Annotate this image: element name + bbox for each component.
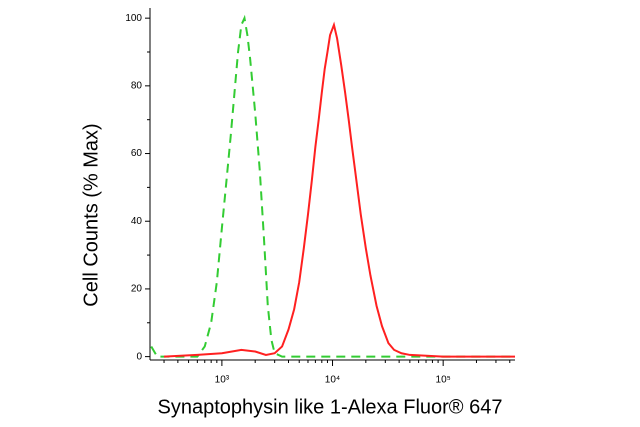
x-tick-label: 10⁵ xyxy=(436,375,451,386)
y-tick-label: 20 xyxy=(131,284,143,295)
series-line xyxy=(163,21,515,358)
y-tick-label: 100 xyxy=(125,13,142,24)
x-tick-label: 10³ xyxy=(215,375,230,386)
y-tick-label: 0 xyxy=(136,351,142,362)
y-tick-label: 80 xyxy=(131,80,143,91)
x-axis-title: Synaptophysin like 1-Alexa Fluor® 647 xyxy=(158,396,503,418)
y-axis-title: Cell Counts (% Max) xyxy=(80,123,102,306)
y-tick-label: 60 xyxy=(131,148,143,159)
x-tick-label: 10⁴ xyxy=(325,375,340,386)
y-tick-label: 40 xyxy=(131,216,143,227)
series-line xyxy=(150,14,515,358)
